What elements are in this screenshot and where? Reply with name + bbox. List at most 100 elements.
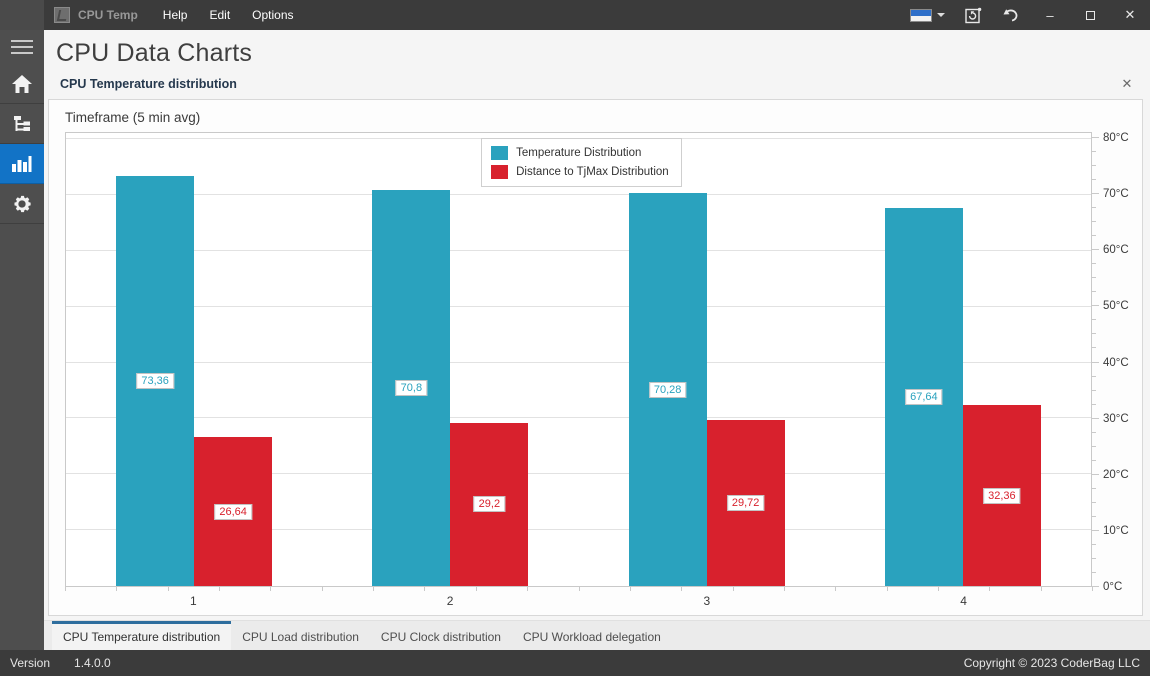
x-tick bbox=[270, 587, 272, 591]
x-tick-label: 1 bbox=[190, 594, 197, 608]
maximize-button[interactable] bbox=[1070, 0, 1110, 30]
statusbar: Version 1.4.0.0 Copyright © 2023 CoderBa… bbox=[0, 650, 1150, 676]
language-flag-icon bbox=[910, 8, 932, 22]
version-value: 1.4.0.0 bbox=[74, 656, 111, 670]
y-tick bbox=[1092, 543, 1096, 545]
y-tick bbox=[1092, 207, 1096, 209]
x-tick bbox=[424, 587, 426, 591]
bar-value-label: 67,64 bbox=[905, 389, 943, 406]
y-tick-label: 50°C bbox=[1103, 300, 1129, 313]
y-tick bbox=[1092, 249, 1099, 251]
x-tick bbox=[321, 587, 323, 591]
legend-label: Temperature Distribution bbox=[516, 147, 642, 159]
bar-series1-group2: 70,8 bbox=[372, 190, 451, 586]
y-tick bbox=[1092, 263, 1096, 265]
y-tick bbox=[1092, 319, 1096, 321]
y-tick bbox=[1092, 431, 1096, 433]
x-tick bbox=[527, 587, 529, 591]
update-check-button[interactable] bbox=[955, 0, 992, 30]
bar-value-label: 73,36 bbox=[136, 373, 174, 390]
x-tick bbox=[989, 587, 991, 591]
gridline bbox=[66, 305, 1091, 307]
chart-tabbar: CPU Temperature distribution CPU Load di… bbox=[44, 620, 1150, 650]
x-tick bbox=[681, 587, 683, 591]
sidebar-item-home[interactable] bbox=[0, 64, 44, 104]
legend-color-chip bbox=[491, 146, 509, 160]
menu-edit[interactable]: Edit bbox=[209, 8, 231, 22]
close-button[interactable]: ✕ bbox=[1124, 7, 1136, 22]
tab-cpu-clock-distribution[interactable]: CPU Clock distribution bbox=[380, 630, 501, 644]
y-tick bbox=[1092, 347, 1096, 349]
bar-chart-icon bbox=[12, 156, 32, 172]
bar-series1-group4: 67,64 bbox=[884, 208, 963, 586]
x-tick bbox=[629, 587, 631, 591]
sidebar-item-menu-toggle[interactable] bbox=[0, 30, 44, 64]
app-title: CPU Temp bbox=[78, 8, 138, 22]
gear-icon bbox=[14, 195, 31, 212]
x-tick bbox=[475, 587, 477, 591]
minimize-button[interactable]: – bbox=[1046, 7, 1054, 23]
y-tick bbox=[1092, 487, 1096, 489]
y-tick bbox=[1092, 277, 1096, 279]
plot-row: 73,36 26,64 70,8 29,2 70,28 29,72 67,64 32,36 T… bbox=[49, 132, 1142, 593]
undo-button[interactable] bbox=[992, 0, 1030, 30]
bar-series2-group1: 26,64 bbox=[194, 437, 273, 586]
plot-area: 73,36 26,64 70,8 29,2 70,28 29,72 67,64 32,36 bbox=[66, 138, 1091, 586]
y-tick bbox=[1092, 389, 1096, 391]
hamburger-icon bbox=[11, 39, 33, 54]
update-icon bbox=[965, 7, 982, 23]
panel-header: CPU Temperature distribution ✕ bbox=[44, 71, 1150, 97]
titlebar-corner bbox=[0, 0, 44, 30]
sidebar bbox=[0, 30, 44, 650]
y-tick bbox=[1092, 333, 1096, 335]
y-tick bbox=[1092, 305, 1099, 307]
y-axis-frame: 0°C 10°C 20°C 30°C 40°C 50°C 60°C 70°C 80°C bbox=[1092, 132, 1142, 593]
panel-title: CPU Temperature distribution bbox=[60, 77, 237, 91]
app-icon bbox=[54, 7, 70, 23]
y-tick-label: 0°C bbox=[1103, 581, 1123, 593]
tab-cpu-workload-delegation[interactable]: CPU Workload delegation bbox=[522, 630, 661, 644]
tab-cpu-temperature-distribution[interactable]: CPU Temperature distribution bbox=[52, 621, 232, 650]
menu-options[interactable]: Options bbox=[252, 8, 294, 22]
bar-value-label: 29,72 bbox=[726, 494, 765, 511]
chart-title: Timeframe (5 min avg) bbox=[65, 110, 201, 125]
y-tick bbox=[1092, 221, 1096, 223]
sidebar-item-sensors-tree[interactable] bbox=[0, 104, 44, 144]
chevron-down-icon bbox=[937, 13, 945, 17]
y-tick bbox=[1092, 403, 1096, 405]
x-tick bbox=[1092, 587, 1093, 591]
gridline bbox=[66, 249, 1091, 251]
panel-close-icon[interactable]: ✕ bbox=[1121, 76, 1133, 91]
bar-series2-group3: 29,72 bbox=[706, 419, 785, 586]
main-content: CPU Data Charts CPU Temperature distribu… bbox=[44, 30, 1150, 650]
language-selector[interactable] bbox=[900, 0, 955, 30]
y-tick bbox=[1092, 235, 1096, 237]
y-tick-label: 70°C bbox=[1103, 188, 1129, 201]
chart-card: Timeframe (5 min avg) 73,36 26,64 70,8 29,2… bbox=[48, 99, 1143, 616]
x-tick bbox=[1040, 587, 1042, 591]
tab-cpu-load-distribution[interactable]: CPU Load distribution bbox=[242, 630, 359, 644]
chart-legend: Temperature Distribution Distance to TjMa… bbox=[481, 138, 682, 187]
sidebar-item-data-charts[interactable] bbox=[0, 144, 44, 184]
y-tick bbox=[1092, 459, 1096, 461]
bar-value-label: 26,64 bbox=[214, 503, 252, 520]
bar-value-label: 70,28 bbox=[648, 381, 687, 398]
y-tick bbox=[1092, 361, 1099, 363]
y-tick bbox=[1092, 151, 1096, 153]
x-tick bbox=[116, 587, 118, 591]
y-tick bbox=[1092, 586, 1099, 587]
y-tick bbox=[1092, 529, 1099, 531]
x-tick bbox=[783, 587, 785, 591]
sidebar-item-settings[interactable] bbox=[0, 184, 44, 224]
menu-help[interactable]: Help bbox=[162, 8, 188, 22]
y-tick bbox=[1092, 417, 1099, 419]
y-tick-label: 10°C bbox=[1103, 524, 1129, 537]
y-tick bbox=[1092, 375, 1096, 377]
bar-value-label: 29,2 bbox=[473, 496, 506, 513]
y-tick bbox=[1092, 473, 1099, 475]
home-icon bbox=[12, 74, 32, 93]
y-tick bbox=[1092, 557, 1096, 559]
gridline bbox=[66, 529, 1091, 531]
undo-icon bbox=[1003, 9, 1018, 22]
